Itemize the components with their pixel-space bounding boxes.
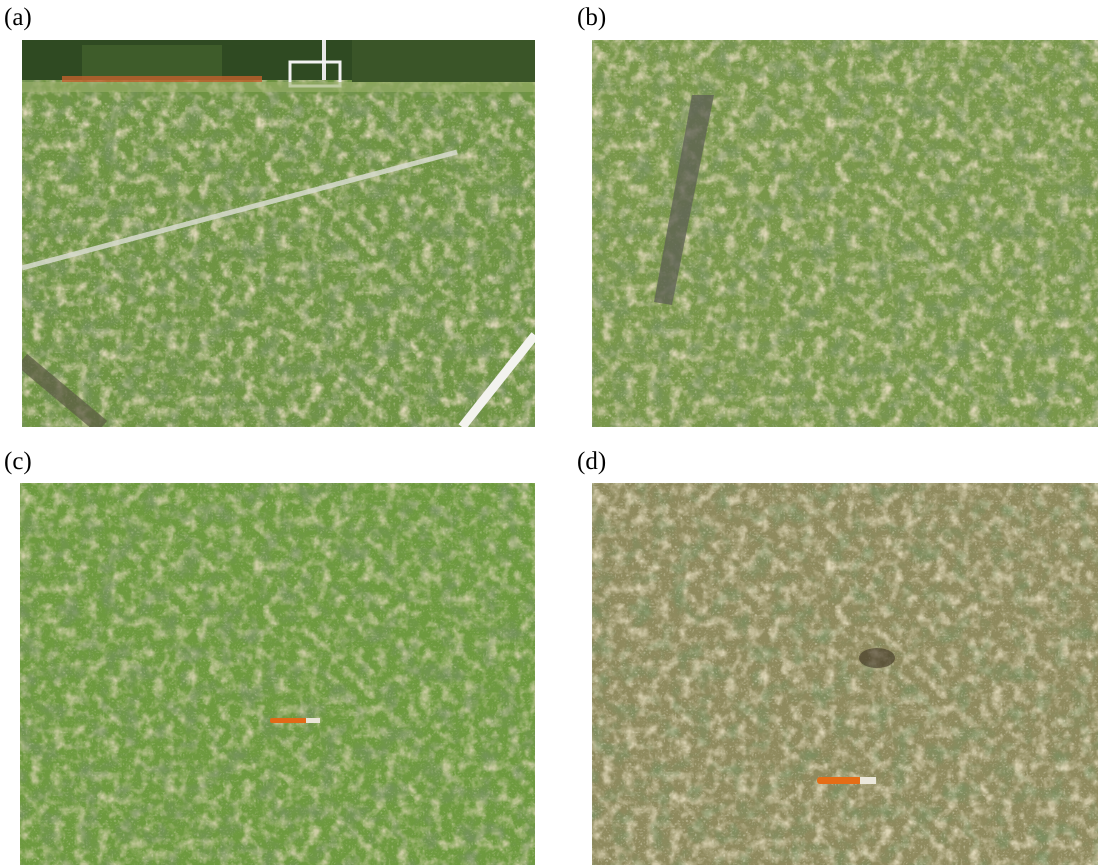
field-photo bbox=[20, 483, 535, 865]
panel-label: (a) bbox=[4, 4, 32, 31]
panel-label: (c) bbox=[4, 448, 32, 475]
field-photo bbox=[22, 40, 535, 427]
field-photo bbox=[592, 40, 1098, 427]
field-photo bbox=[592, 483, 1098, 865]
panel-label: (d) bbox=[577, 448, 607, 475]
panel-label: (b) bbox=[577, 4, 607, 31]
